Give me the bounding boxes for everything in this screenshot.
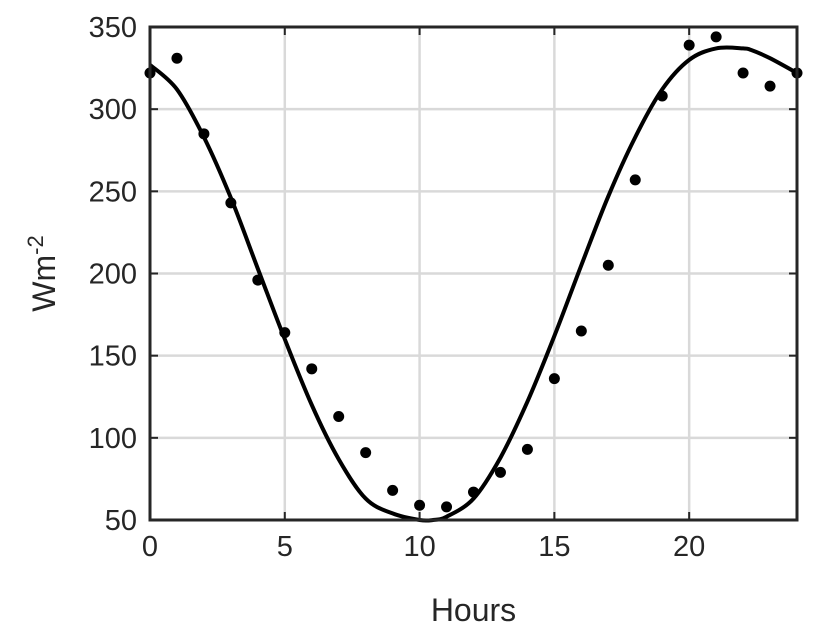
y-axis-title-base: Wm [26, 255, 62, 312]
x-tick-label: 10 [403, 531, 435, 563]
data-point [710, 31, 722, 43]
data-point [441, 501, 453, 513]
data-point [171, 52, 183, 64]
data-point [360, 447, 372, 459]
y-tick-label: 200 [89, 259, 137, 291]
data-point [333, 410, 345, 422]
data-point [764, 80, 776, 92]
data-points [144, 31, 803, 513]
data-point [521, 443, 533, 455]
data-point [198, 128, 210, 140]
y-axis-ticks: 50 100 150 200 250 300 350 [89, 12, 797, 537]
data-point [279, 327, 291, 339]
y-tick-label: 150 [89, 341, 137, 373]
data-point [252, 274, 264, 286]
data-point [468, 486, 479, 498]
data-point [225, 197, 237, 209]
x-axis-ticks: 0 5 10 15 20 [142, 27, 705, 563]
x-tick-label: 20 [673, 531, 705, 563]
fit-line [148, 45, 798, 523]
x-tick-label: 15 [538, 531, 570, 563]
data-point [575, 325, 587, 337]
data-point [548, 373, 560, 385]
data-point [656, 90, 668, 102]
fit-line-layer [148, 45, 798, 523]
data-point [494, 466, 506, 478]
x-tick-label: 0 [142, 531, 158, 563]
data-point [387, 484, 399, 496]
data-point [683, 39, 695, 51]
y-axis-title: Wm-2 [23, 235, 63, 311]
y-tick-label: 50 [105, 505, 137, 537]
data-point [629, 174, 641, 186]
data-point [737, 67, 749, 79]
y-tick-label: 300 [89, 94, 137, 126]
grid-lines [148, 25, 797, 522]
x-tick-label: 5 [277, 531, 293, 563]
y-tick-label: 350 [89, 12, 137, 44]
data-point [414, 499, 426, 511]
y-tick-label: 100 [89, 423, 137, 455]
y-tick-label: 250 [89, 176, 137, 208]
y-axis-title-exponent: -2 [23, 235, 48, 255]
x-axis-title: Hours [431, 592, 516, 628]
data-point [602, 259, 614, 271]
data-point [306, 363, 318, 375]
